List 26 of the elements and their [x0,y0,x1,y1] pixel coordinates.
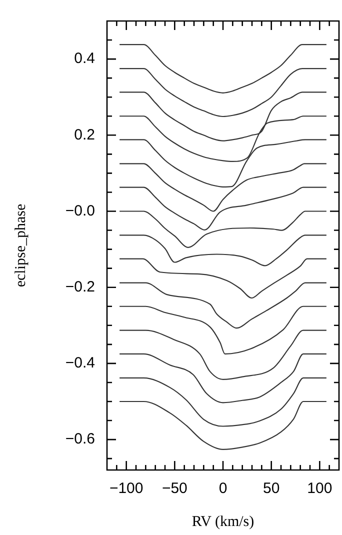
line-series [119,186,327,230]
y-tick-label: 0.2 [74,126,95,144]
line-series [119,68,327,118]
line-series [119,282,327,329]
y-tick-label: −0.6 [65,430,95,448]
x-tick-label: −100 [109,480,144,498]
y-tick-label: −0.0 [65,202,95,220]
line-series [119,234,327,266]
x-tick-label: 100 [307,480,332,498]
line-series [119,306,327,354]
x-axis-title: RV (km/s) [192,514,254,530]
x-tick-label: −50 [162,480,188,498]
line-series [119,330,327,380]
x-tick-label: 50 [262,480,280,498]
y-tick-label: 0.4 [74,50,95,68]
x-tick-label: 0 [218,480,228,498]
line-series [119,400,327,450]
line-series [119,377,327,427]
y-axis-title: eclipse_phase [12,204,29,288]
y-tick-label: −0.2 [65,278,95,296]
y-tick-label: −0.4 [65,354,95,372]
line-series [119,258,327,299]
line-series [119,163,327,212]
line-series [119,210,327,248]
line-series [119,44,327,94]
line-series [119,353,327,404]
